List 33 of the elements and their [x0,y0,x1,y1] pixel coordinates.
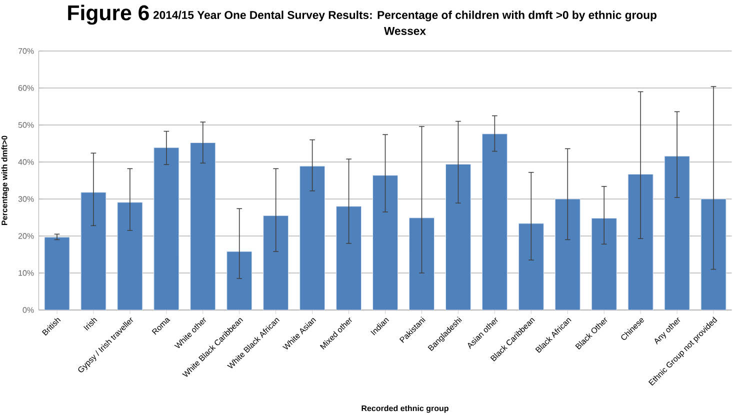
bar [117,202,143,310]
caption: Figure 6 [68,4,149,25]
y-tick-label: 30% [18,196,34,202]
y-tick-label: 50% [18,122,34,128]
bar [300,166,326,310]
bar [518,223,544,310]
bar [80,192,106,310]
bar [226,251,252,310]
y-axis-title: Percentage with dmft>0 [1,136,9,225]
bar [154,147,180,310]
bar [44,236,70,310]
chart-subtitle: Wessex [384,27,426,35]
bar [628,174,654,310]
bar [554,198,580,310]
y-tick-label: 40% [18,159,34,165]
bar [408,218,435,310]
bar [591,218,617,310]
y-tick-label: 0% [22,307,34,313]
y-tick-label: 20% [18,233,34,239]
bar [263,215,289,310]
bar [372,175,398,310]
chart-title: 2014/15 Year One Dental Survey Results: Percentage of children with dmft >0 by ethnic group [153,10,656,22]
bar [336,206,362,310]
bar [482,134,508,310]
y-tick-label: 10% [18,270,34,276]
x-tick-label: Irish [84,318,98,331]
y-tick-label: 60% [18,85,34,91]
bar [664,156,690,310]
bar [700,198,726,310]
y-tick-label: 70% [18,48,34,54]
bar [445,164,471,310]
bar [190,142,216,310]
x-axis-title: Recorded ethnic group [362,405,448,413]
